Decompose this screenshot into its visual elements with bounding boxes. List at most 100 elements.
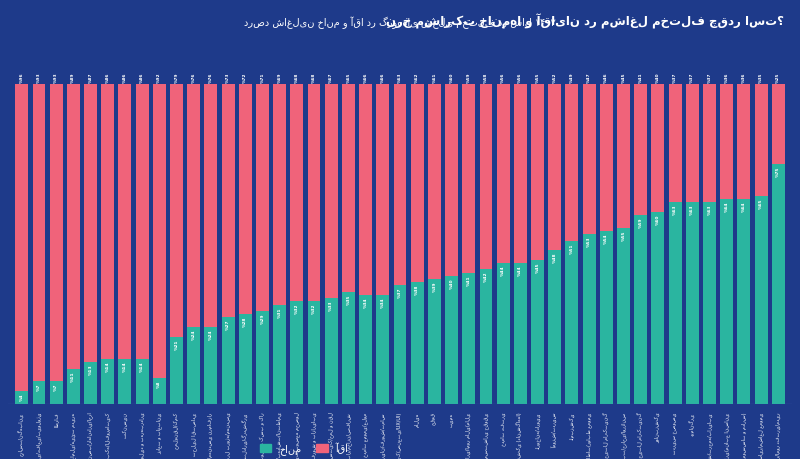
Text: %25: %25 <box>776 73 780 83</box>
Text: %89: %89 <box>71 73 75 83</box>
Text: %36: %36 <box>742 73 746 83</box>
Text: %44: %44 <box>518 265 522 275</box>
Text: %87: %87 <box>89 73 93 83</box>
Bar <box>634 84 647 216</box>
Bar <box>410 84 424 283</box>
Bar <box>290 302 303 404</box>
Text: %55: %55 <box>535 73 539 83</box>
Text: %73: %73 <box>226 73 230 83</box>
Bar <box>531 260 544 404</box>
Text: %64: %64 <box>742 201 746 212</box>
Bar <box>548 251 561 404</box>
Bar <box>462 273 475 404</box>
Bar <box>738 200 750 404</box>
Text: %61: %61 <box>432 73 436 83</box>
Bar <box>479 84 493 270</box>
Text: %66: %66 <box>364 73 368 83</box>
Bar <box>170 337 183 404</box>
Bar <box>342 84 355 292</box>
Text: %32: %32 <box>295 303 299 313</box>
Text: %44: %44 <box>501 265 505 275</box>
Bar <box>566 241 578 404</box>
Bar <box>222 318 234 404</box>
Bar <box>84 84 97 363</box>
Bar <box>102 359 114 404</box>
Bar <box>376 295 390 404</box>
Text: %37: %37 <box>398 287 402 298</box>
Text: %45: %45 <box>622 73 626 83</box>
Text: %41: %41 <box>638 73 642 83</box>
Text: %39: %39 <box>432 281 436 291</box>
Bar <box>514 84 526 263</box>
Text: %40: %40 <box>450 278 454 288</box>
Text: %14: %14 <box>123 361 127 371</box>
Bar <box>669 203 682 404</box>
Bar <box>531 84 544 260</box>
Bar <box>548 84 561 251</box>
Bar <box>274 305 286 404</box>
Text: %38: %38 <box>415 284 419 295</box>
Bar <box>634 216 647 404</box>
Text: %58: %58 <box>484 73 488 83</box>
Text: %86: %86 <box>106 73 110 83</box>
Bar <box>290 84 303 302</box>
Text: %46: %46 <box>604 73 608 83</box>
Bar <box>136 359 149 404</box>
Text: %37: %37 <box>673 73 677 83</box>
Bar <box>754 196 767 404</box>
Text: %93: %93 <box>54 73 58 83</box>
Bar <box>205 84 218 327</box>
Text: %34: %34 <box>364 297 368 308</box>
Bar <box>15 84 28 391</box>
Text: %93: %93 <box>37 73 41 83</box>
Text: %21: %21 <box>174 338 178 349</box>
Bar <box>136 84 149 359</box>
Text: %63: %63 <box>398 73 402 83</box>
Text: %52: %52 <box>553 73 557 83</box>
Text: %76: %76 <box>192 73 196 83</box>
Bar <box>720 200 733 404</box>
Bar <box>703 203 716 404</box>
Bar <box>15 391 28 404</box>
Text: %35: %35 <box>346 294 350 304</box>
Bar <box>118 84 131 359</box>
Bar <box>376 84 390 295</box>
Bar <box>582 84 595 235</box>
Bar <box>170 84 183 337</box>
Text: %65: %65 <box>346 73 350 83</box>
Text: %7: %7 <box>54 383 58 391</box>
Bar <box>651 84 664 213</box>
Bar <box>566 84 578 241</box>
Text: %59: %59 <box>466 73 470 83</box>
Bar <box>772 164 785 404</box>
Bar <box>428 280 441 404</box>
Text: نرخ مشارکت خانم‌ها و آقایان در مشاغل مختلف چقدر است؟: نرخ مشارکت خانم‌ها و آقایان در مشاغل مخت… <box>386 14 784 29</box>
Text: %72: %72 <box>243 73 247 83</box>
Bar <box>205 327 218 404</box>
Text: %4: %4 <box>20 393 24 400</box>
Text: %48: %48 <box>553 252 557 263</box>
Text: %56: %56 <box>501 73 505 83</box>
Bar <box>33 381 46 404</box>
Bar <box>325 298 338 404</box>
Text: %76: %76 <box>209 73 213 83</box>
Text: %55: %55 <box>622 230 626 240</box>
Text: %27: %27 <box>226 319 230 330</box>
Text: %86: %86 <box>123 73 127 83</box>
Text: %11: %11 <box>71 370 75 381</box>
Text: %96: %96 <box>20 73 24 83</box>
Bar <box>686 203 698 404</box>
Bar <box>222 84 234 318</box>
Text: درصد شاغلین خانم و آقا در گروه‌های شغلی مختلف در سال ۱۴۰۲: درصد شاغلین خانم و آقا در گروه‌های شغلی … <box>244 17 556 29</box>
Bar <box>67 369 80 404</box>
Text: %54: %54 <box>604 233 608 244</box>
Text: %68: %68 <box>295 73 299 83</box>
Bar <box>33 84 46 381</box>
Text: %56: %56 <box>518 73 522 83</box>
Bar <box>187 84 200 327</box>
Text: %53: %53 <box>587 236 591 246</box>
Text: %49: %49 <box>570 73 574 83</box>
Bar <box>703 84 716 203</box>
Bar <box>256 84 269 311</box>
Bar <box>274 84 286 305</box>
